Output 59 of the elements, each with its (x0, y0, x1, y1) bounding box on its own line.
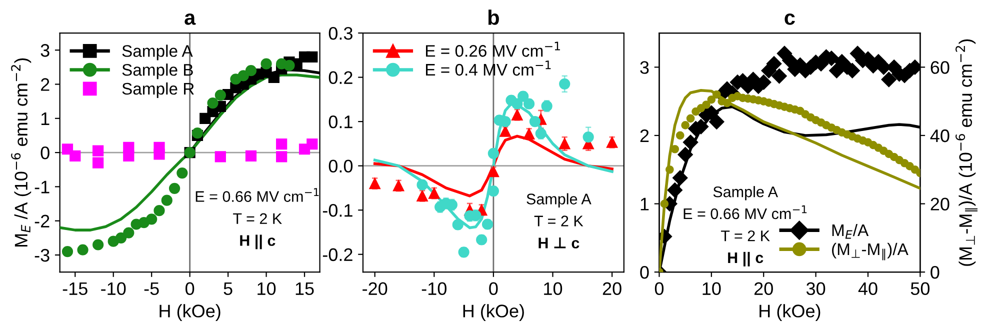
annotation: T = 2 K (534, 216, 584, 226)
y-tick-label: 0.0 (328, 160, 353, 173)
y2-tick-label: 40 (930, 129, 950, 142)
annotation: E = 0.66 MV cm$^{−1}$ (684, 205, 807, 220)
annotation: E = 0.66 MV cm$^{−1}$ (196, 188, 319, 202)
x-tick-label: 20 (754, 282, 773, 296)
y-tick-label: 0.3 (328, 26, 352, 40)
x-tick-label: -5 (144, 282, 159, 296)
annotation: H || c (240, 234, 276, 250)
x-tick-label: 20 (602, 282, 622, 296)
y-tick-label: 0.2 (328, 71, 352, 84)
y-tick-label: 3 (40, 44, 50, 57)
annotation: H ⊥ c (538, 238, 580, 248)
annotation: T = 2 K (720, 230, 770, 242)
x-tick-label: -20 (362, 282, 388, 296)
x-tick-label: 40 (858, 282, 878, 296)
y-tick-label: 3 (640, 61, 649, 74)
x-tick-label: 30 (806, 282, 826, 296)
y-tick-label: 2 (40, 78, 50, 91)
y-tick-label: -0.1 (322, 204, 352, 217)
chart-title: c (784, 13, 795, 25)
x-tick-label: 10 (702, 282, 721, 296)
x-tick-label: 10 (544, 282, 562, 296)
legend-label: M$_{E}$/A (832, 224, 869, 239)
x-tick-label: 5 (224, 282, 232, 296)
x-axis-title: H (kOe) (463, 304, 524, 321)
y-tick-label: -0.2 (322, 248, 352, 262)
x-tick-label: -10 (422, 282, 446, 296)
y-tick-label: 0 (640, 266, 649, 279)
y-tick-label: 0 (40, 146, 50, 160)
y-tick-label: -1 (34, 180, 50, 194)
x-tick-label: 50 (910, 282, 930, 296)
x-tick-label: -15 (62, 282, 88, 296)
y2-tick-label: 0 (930, 266, 940, 279)
y-tick-label: -2 (34, 214, 50, 228)
x-tick-label: 0 (186, 282, 194, 296)
y-tick-label: 1 (640, 198, 649, 210)
x-axis-title: H (kOe) (760, 304, 820, 321)
y-tick-label: 0.1 (328, 115, 352, 128)
y-tick-label: -3 (34, 248, 50, 262)
annotation: Sample A (713, 186, 778, 200)
x-axis-title: H (kOe) (160, 304, 220, 321)
y2-tick-label: 60 (930, 61, 950, 74)
annotation: H || c (728, 252, 764, 266)
x-tick-label: 10 (258, 282, 276, 296)
x-tick-label: 0 (489, 282, 498, 296)
y-tick-label: 2 (640, 129, 649, 142)
x-tick-label: 15 (296, 282, 314, 296)
annotation: Sample A (526, 193, 592, 208)
text: (M$_{⊥}$-M$_{∥}$)/A (10$^{−6}$ emu cm$^{−2}$) (956, 39, 978, 266)
y2-tick-label: 20 (930, 198, 950, 210)
chart-title: a (184, 13, 196, 25)
y-axis-title: M$_{E}$ /A (10$^{−6}$ emu cm$^{−2}$) (11, 58, 32, 246)
legend-label: (M$_{⊥}$-M$_{∥}$)/A (832, 242, 908, 260)
chart-title: b (488, 10, 499, 25)
y-tick-label: 1 (41, 112, 50, 125)
annotation: T = 2 K (233, 213, 282, 224)
x-tick-label: 0 (654, 282, 664, 296)
x-tick-label: -10 (101, 282, 126, 296)
